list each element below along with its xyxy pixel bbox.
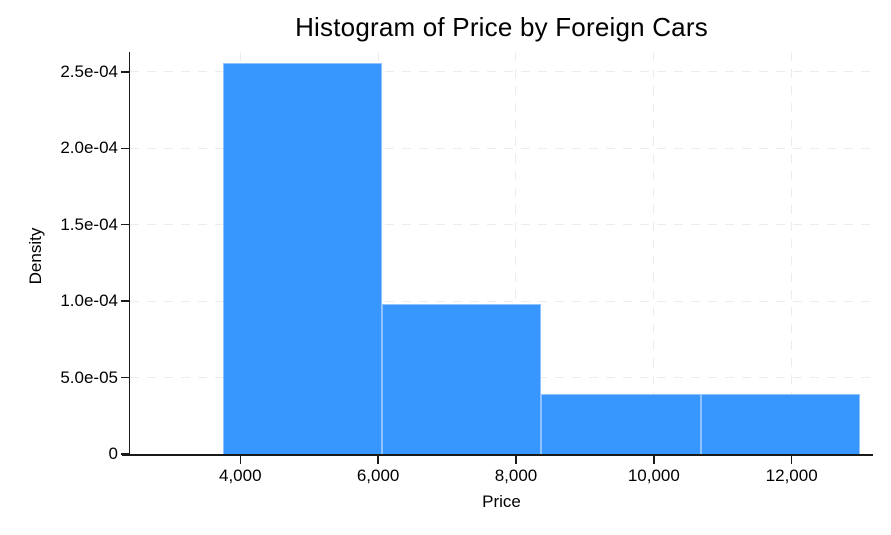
x-tick [515, 455, 517, 464]
horizontal-gridline [130, 224, 873, 226]
histogram-bar-1 [222, 63, 383, 454]
horizontal-gridline [130, 300, 873, 302]
x-tick-label: 8,000 [494, 466, 538, 485]
vertical-gridline [515, 52, 517, 454]
y-tick-label: 0 [108, 444, 118, 463]
histogram-bar-3 [541, 393, 701, 454]
x-tick [377, 455, 379, 464]
y-tick-label: 1.5e-04 [60, 214, 118, 234]
histogram-bar-2 [382, 303, 542, 454]
y-tick [121, 300, 129, 302]
x-axis-title: Price [482, 492, 521, 511]
y-tick-label: 5.0e-05 [60, 367, 118, 387]
y-tick-label: 2.5e-04 [60, 61, 118, 81]
vertical-gridline [653, 52, 655, 454]
horizontal-gridline [130, 71, 873, 73]
y-tick [121, 223, 129, 226]
y-axis-line [128, 52, 130, 454]
x-tick-label: 4,000 [218, 466, 262, 485]
x-tick-label: 12,000 [765, 466, 818, 485]
y-tick [121, 147, 129, 150]
chart-title: Histogram of Price by Foreign Cars [295, 12, 708, 42]
histogram-bar-4 [700, 393, 860, 454]
y-tick [121, 453, 129, 455]
y-tick-label: 1.0e-04 [60, 291, 118, 311]
x-tick-label: 10,000 [627, 466, 680, 485]
y-tick [121, 376, 129, 379]
x-tick [653, 455, 655, 464]
x-axis-line [122, 454, 873, 456]
y-axis-title: Density [26, 227, 45, 285]
y-tick-label: 2.0e-04 [60, 138, 118, 158]
x-tick-label: 6,000 [356, 466, 400, 485]
vertical-gridline [791, 52, 793, 454]
x-tick [790, 455, 793, 464]
y-tick [121, 71, 129, 73]
horizontal-gridline [130, 147, 873, 149]
x-tick [239, 455, 242, 464]
